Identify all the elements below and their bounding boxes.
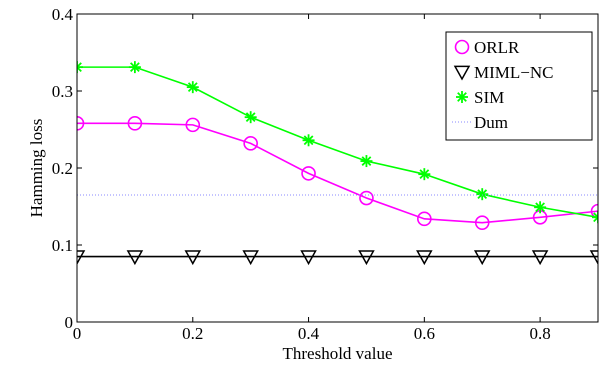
legend-marker-sim: [456, 91, 468, 103]
y-tick-label: 0.4: [52, 5, 74, 24]
y-tick-label: 0.1: [52, 236, 73, 255]
legend-label-miml-nc: MIML−NC: [474, 63, 553, 82]
data-point-sim: [302, 134, 315, 147]
data-point-sim: [128, 61, 141, 74]
y-axis-label: Hamming loss: [27, 119, 46, 218]
data-point-orlr: [590, 203, 598, 219]
data-point-sim: [534, 201, 547, 214]
data-point-sim: [360, 155, 373, 168]
data-point-orlr: [474, 215, 490, 230]
data-point-miml-nc: [531, 250, 549, 266]
data-point-miml-nc: [473, 250, 491, 266]
data-point-miml-nc: [358, 250, 375, 266]
data-point-miml-nc: [126, 250, 144, 266]
plot-area: [77, 61, 598, 266]
data-point-miml-nc: [77, 250, 86, 266]
data-point-miml-nc: [300, 250, 317, 266]
legend-label-dum: Dum: [474, 113, 508, 132]
data-point-orlr: [77, 116, 85, 131]
data-point-sim: [244, 111, 257, 124]
data-point-sim: [77, 61, 83, 74]
data-point-miml-nc: [416, 250, 433, 266]
x-tick-label: 0.4: [298, 324, 320, 343]
data-point-miml-nc: [242, 250, 259, 266]
data-point-orlr: [185, 117, 201, 133]
data-point-orlr: [417, 211, 432, 227]
x-tick-label: 0.8: [529, 324, 550, 343]
data-point-orlr: [243, 136, 258, 151]
data-point-sim: [592, 211, 598, 224]
legend-label-sim: SIM: [474, 88, 504, 107]
data-point-orlr: [359, 190, 374, 206]
series-group: [77, 61, 598, 266]
x-axis-label: Threshold value: [283, 344, 393, 363]
y-tick-label: 0: [65, 313, 74, 332]
series-line-orlr: [77, 122, 598, 224]
data-point-sim: [418, 168, 431, 181]
legend-marker-miml-nc: [453, 65, 471, 81]
legend-label-orlr: ORLR: [474, 38, 520, 57]
x-tick-label: 0: [73, 324, 82, 343]
y-tick-label: 0.3: [52, 82, 73, 101]
data-point-miml-nc: [589, 250, 598, 266]
legend: ORLR MIML−NC SIM Dum: [445, 31, 593, 141]
data-point-sim: [476, 188, 489, 201]
data-point-sim: [186, 81, 199, 94]
series-line-sim: [77, 66, 598, 219]
y-tick-label: 0.2: [52, 159, 73, 178]
data-point-orlr: [301, 166, 316, 181]
axes: 0 0.2 0.4 0.6 0.8 0 0.1 0.2 0.3 0.4: [52, 5, 599, 343]
x-tick-label: 0.2: [182, 324, 203, 343]
legend-marker-orlr: [454, 39, 470, 55]
data-point-orlr: [127, 116, 143, 131]
data-point-miml-nc: [184, 250, 202, 266]
x-tick-label: 0.6: [414, 324, 435, 343]
